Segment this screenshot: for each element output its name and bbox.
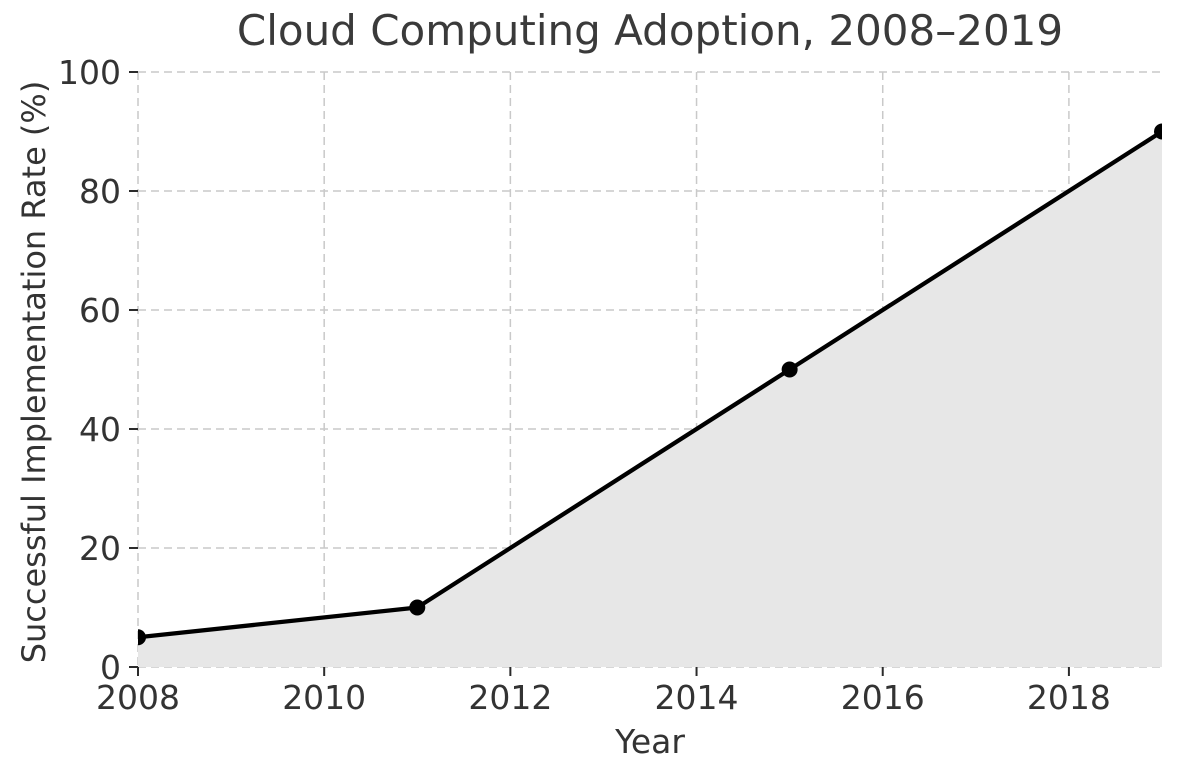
x-tick-label: 2016: [841, 678, 925, 717]
x-tick-label: 2014: [655, 678, 739, 717]
y-tick-label: 40: [79, 410, 121, 449]
x-tick-label: 2012: [468, 678, 552, 717]
data-point-marker: [781, 361, 798, 378]
x-axis-label: Year: [615, 722, 685, 761]
x-tick-label: 2010: [282, 678, 366, 717]
data-point-marker: [409, 599, 426, 616]
x-tick-label: 2008: [96, 678, 180, 717]
y-tick-label: 100: [58, 53, 121, 92]
chart-title: Cloud Computing Adoption, 2008–2019: [236, 6, 1064, 55]
x-tick-label: 2018: [1027, 678, 1111, 717]
data-point-marker: [1154, 123, 1162, 140]
y-tick-label: 0: [100, 648, 121, 687]
y-tick-label: 60: [79, 291, 121, 330]
data-point-marker: [138, 629, 146, 646]
data-line: [138, 129, 1162, 640]
area-fill: [138, 131, 1162, 667]
y-tick-label: 20: [79, 529, 121, 568]
y-tick-label: 80: [79, 172, 121, 211]
